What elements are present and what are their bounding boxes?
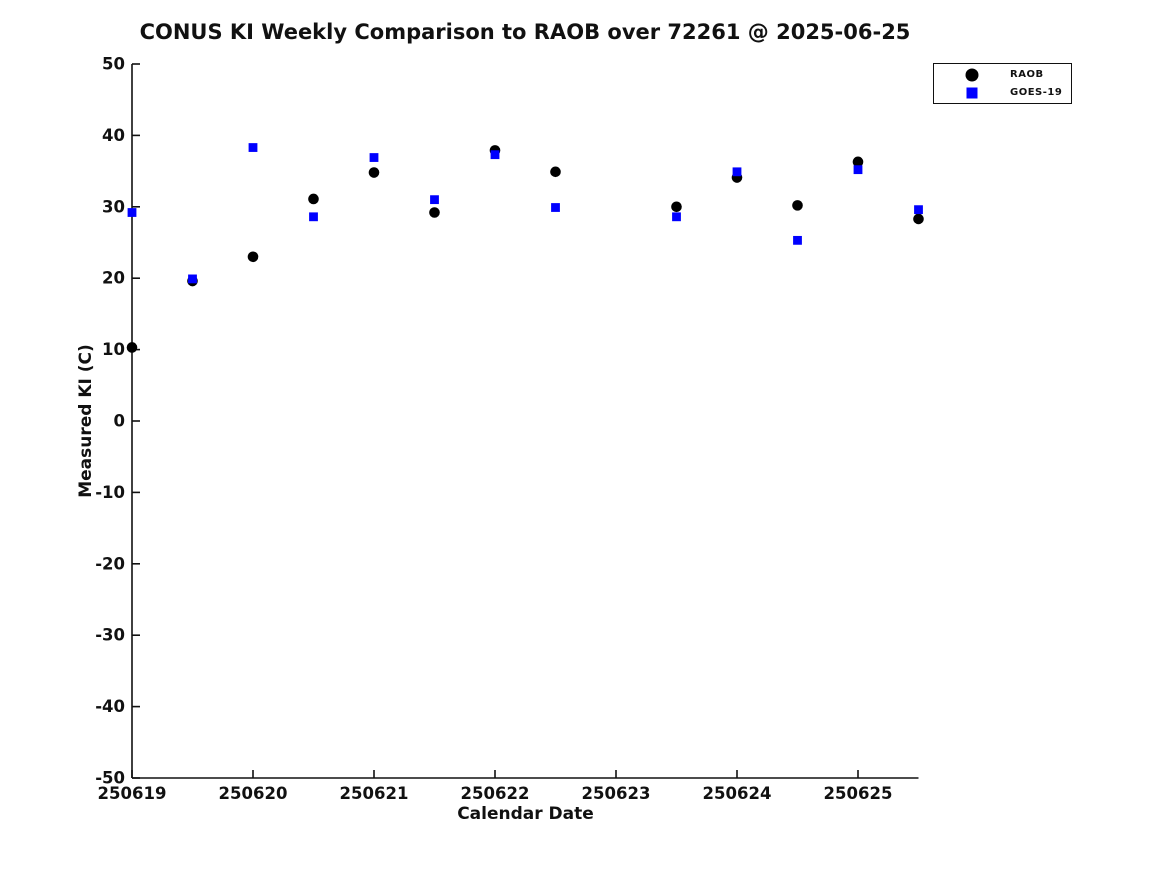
y-axis-label: Measured KI (C) xyxy=(76,344,96,498)
raob-point xyxy=(429,207,440,218)
y-tick-label: 30 xyxy=(102,197,125,216)
y-tick-label: 50 xyxy=(102,55,125,74)
x-tick-label: 250625 xyxy=(824,784,893,803)
y-tick-label: -10 xyxy=(95,483,125,502)
x-tick-label: 250624 xyxy=(703,784,772,803)
raob-point xyxy=(126,342,138,353)
goes-19-point xyxy=(127,208,137,217)
legend: RAOB GOES-19 xyxy=(933,63,1072,104)
goes-19-point xyxy=(430,195,439,205)
goes-19-point xyxy=(672,212,681,222)
goes-19-point xyxy=(853,165,863,175)
goes-19-point xyxy=(551,203,560,212)
x-tick-label: 250619 xyxy=(98,784,167,803)
goes-19-point xyxy=(732,167,742,177)
y-tick-label: 40 xyxy=(102,126,125,145)
x-axis-label: Calendar Date xyxy=(457,804,594,824)
raob-point xyxy=(550,166,561,178)
goes-19-point xyxy=(914,205,923,215)
raob-circle-icon xyxy=(964,67,980,83)
y-tick-label: -50 xyxy=(95,769,125,788)
y-tick-label: -30 xyxy=(95,626,125,645)
goes-19-point xyxy=(248,143,258,152)
goes-legend-swatch xyxy=(966,87,978,98)
raob-point xyxy=(247,251,259,263)
raob-point xyxy=(852,156,864,168)
goes-19-point xyxy=(309,212,318,222)
y-tick-label: 10 xyxy=(102,340,125,359)
goes-19-point xyxy=(369,153,379,162)
raob-point xyxy=(671,201,682,213)
goes-square-icon xyxy=(964,85,980,101)
raob-point xyxy=(792,200,803,211)
legend-label-goes: GOES-19 xyxy=(1010,87,1063,98)
y-tick-label: -40 xyxy=(95,697,125,716)
goes-19-point xyxy=(793,235,802,245)
raob-legend-swatch xyxy=(965,68,979,81)
x-tick-label: 250623 xyxy=(582,784,651,803)
y-tick-label: 20 xyxy=(102,269,125,288)
legend-label-raob: RAOB xyxy=(1010,69,1044,80)
goes-19-point xyxy=(188,274,197,284)
raob-point xyxy=(913,213,924,225)
goes-19-point xyxy=(490,150,500,160)
x-tick-label: 250620 xyxy=(219,784,288,803)
raob-point xyxy=(308,193,319,205)
raob-point xyxy=(368,167,380,178)
legend-row-goes: GOES-19 xyxy=(934,84,1071,102)
legend-row-raob: RAOB xyxy=(934,66,1071,84)
x-tick-label: 250622 xyxy=(461,784,530,803)
x-tick-label: 250621 xyxy=(340,784,409,803)
y-tick-label: -20 xyxy=(95,554,125,573)
y-tick-label: 0 xyxy=(114,412,125,431)
chart-title: CONUS KI Weekly Comparison to RAOB over … xyxy=(139,20,911,44)
